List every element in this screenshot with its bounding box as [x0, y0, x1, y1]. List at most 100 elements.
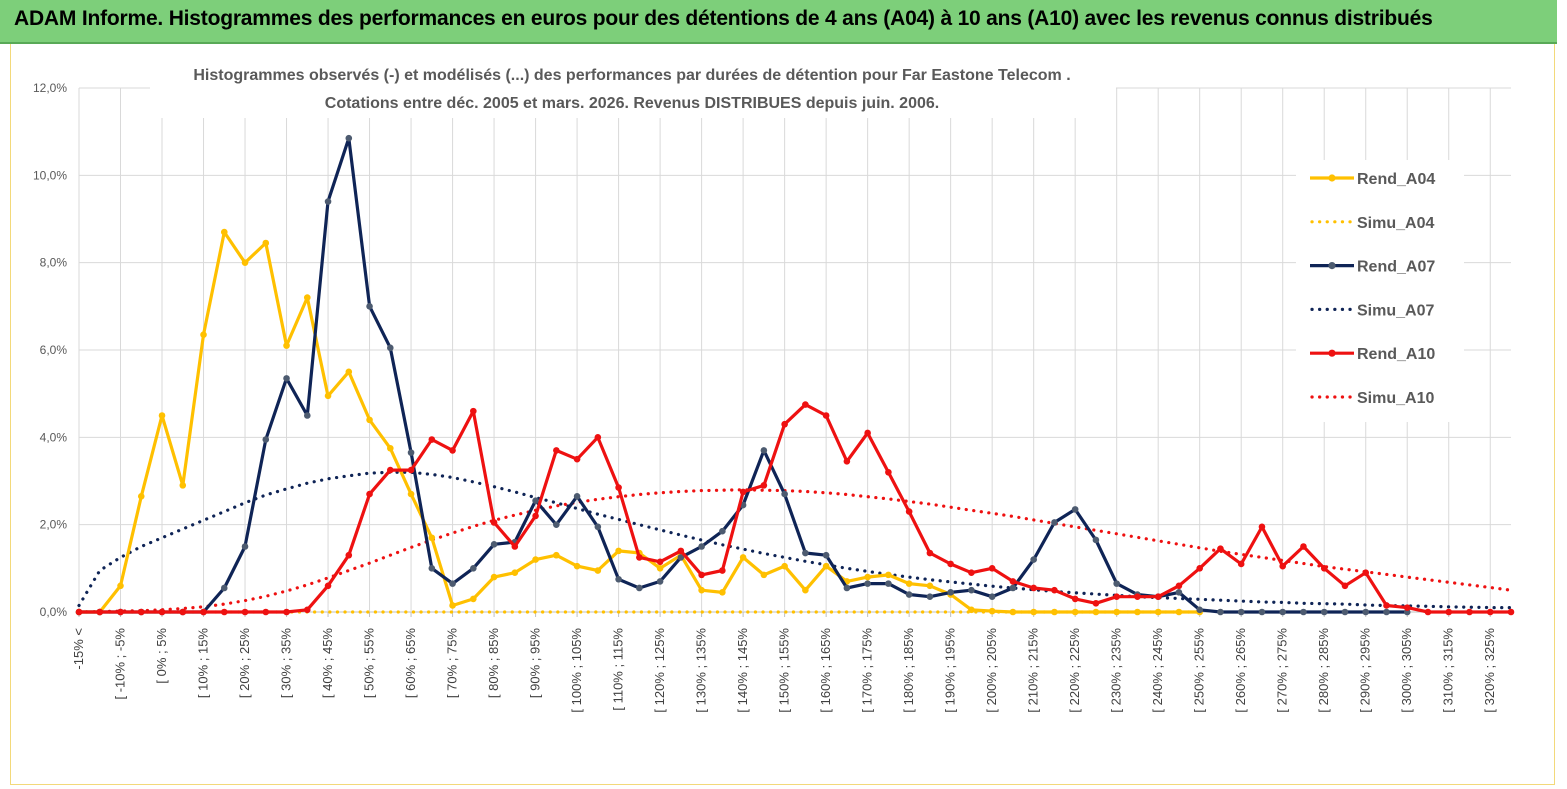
- data-point-Rend_A10: [719, 567, 726, 574]
- x-tick-label: -15% <: [71, 628, 86, 670]
- data-point-Rend_A07: [428, 565, 436, 572]
- data-point-Rend_A07: [1300, 608, 1307, 616]
- x-tick-label: [ 270% ; 275%: [1275, 628, 1290, 713]
- x-tick-label: [ 310% ; 315%: [1441, 628, 1456, 713]
- data-point-Rend_A10: [532, 512, 539, 520]
- data-point-Rend_A10: [1466, 608, 1473, 616]
- legend-item-Rend_A04: Rend_A04: [1310, 171, 1435, 188]
- x-tick-label: [ 220% ; 225%: [1067, 628, 1082, 713]
- x-tick-label: [ 200% ; 205%: [984, 628, 999, 713]
- data-point-Rend_A07: [345, 134, 353, 142]
- y-tick-label: 2,0%: [40, 518, 68, 532]
- x-tick-label: [ 240% ; 245%: [1150, 628, 1165, 713]
- y-tick-label: 8,0%: [40, 256, 68, 270]
- data-point-Rend_A07: [822, 551, 830, 559]
- data-point-Rend_A10: [1362, 569, 1370, 576]
- data-point-Rend_A04: [719, 589, 726, 596]
- data-point-Rend_A04: [988, 607, 996, 615]
- series-line-Simu_A10: [77, 488, 1513, 614]
- data-point-Rend_A04: [366, 416, 373, 424]
- data-point-Rend_A04: [158, 412, 166, 419]
- data-point-Rend_A04: [968, 606, 975, 614]
- series-Simu_A07: [77, 470, 1513, 610]
- chart-title-line2: Cotations entre déc. 2005 et mars. 2026.…: [325, 95, 939, 112]
- data-point-Rend_A10: [1486, 608, 1494, 616]
- data-point-Rend_A10: [760, 482, 768, 489]
- data-point-Rend_A07: [449, 580, 456, 587]
- data-point-Rend_A07: [1009, 584, 1017, 592]
- data-point-Rend_A07: [283, 375, 290, 382]
- x-tick-label: [ 80% ; 85%: [486, 628, 501, 699]
- data-point-Rend_A07: [698, 543, 705, 550]
- data-point-Rend_A04: [656, 565, 664, 572]
- data-point-Rend_A10: [1341, 582, 1349, 590]
- data-point-Rend_A07: [905, 591, 913, 598]
- data-point-Rend_A07: [677, 554, 685, 561]
- data-point-Rend_A10: [324, 582, 332, 590]
- data-point-Rend_A07: [760, 447, 768, 454]
- data-point-Rend_A10: [677, 547, 685, 555]
- x-tick-label: [ 30% ; 35%: [279, 628, 294, 699]
- data-point-Rend_A04: [137, 492, 145, 500]
- x-tick-label: [ 100% ; 105%: [569, 628, 584, 713]
- data-point-Rend_A10: [241, 608, 249, 616]
- data-point-Rend_A10: [283, 608, 290, 616]
- data-point-Rend_A10: [511, 543, 519, 550]
- data-point-Rend_A10: [1300, 543, 1307, 550]
- data-point-Rend_A04: [345, 368, 353, 376]
- data-point-Rend_A10: [1009, 578, 1017, 585]
- x-tick-label: [ 110% ; 115%: [611, 628, 626, 711]
- y-tick-label: 4,0%: [40, 430, 68, 444]
- report-title: ADAM Informe. Histogrammes des performan…: [14, 7, 1433, 30]
- data-point-Rend_A10: [158, 608, 166, 616]
- data-point-Rend_A10: [947, 560, 954, 568]
- data-point-Rend_A04: [387, 444, 394, 452]
- data-point-Rend_A04: [241, 259, 249, 266]
- data-point-Rend_A07: [1258, 608, 1266, 616]
- data-point-Rend_A04: [739, 554, 747, 561]
- data-point-Rend_A04: [615, 547, 622, 555]
- data-point-Rend_A10: [490, 519, 498, 526]
- data-point-Rend_A10: [698, 571, 705, 579]
- x-tick-label: [ 210% ; 215%: [1026, 628, 1041, 713]
- data-point-Rend_A04: [594, 567, 602, 574]
- data-point-Rend_A07: [802, 549, 809, 557]
- data-point-Rend_A10: [1320, 565, 1328, 572]
- x-tick-label: [ 70% ; 75%: [445, 628, 460, 699]
- data-point-Rend_A10: [781, 420, 788, 428]
- x-tick-label: [ 190% ; 195%: [943, 628, 958, 713]
- data-point-Rend_A07: [988, 593, 996, 601]
- data-point-Rend_A04: [1030, 608, 1037, 616]
- x-tick-label: [ 290% ; 295%: [1358, 628, 1373, 713]
- data-point-Rend_A04: [1154, 608, 1162, 616]
- legend-item-Simu_A10: Simu_A10: [1310, 390, 1434, 407]
- x-tick-label: [ 180% ; 185%: [901, 628, 916, 713]
- data-point-Rend_A10: [926, 549, 934, 557]
- data-point-Rend_A10: [449, 447, 456, 454]
- data-point-Rend_A10: [303, 606, 311, 614]
- x-tick-label: [ 0% ; 5%: [154, 628, 169, 684]
- data-point-Rend_A04: [449, 602, 456, 609]
- data-point-Rend_A10: [200, 608, 207, 616]
- data-point-Rend_A07: [1092, 536, 1100, 544]
- data-point-Rend_A04: [303, 294, 311, 301]
- data-point-Rend_A07: [366, 303, 373, 310]
- legend-label: Rend_A10: [1357, 346, 1435, 363]
- data-point-Rend_A07: [947, 589, 954, 596]
- series-Rend_A07: [75, 134, 1411, 616]
- data-point-Rend_A04: [470, 595, 477, 603]
- legend-label: Rend_A04: [1357, 171, 1435, 188]
- data-point-Rend_A07: [719, 527, 726, 535]
- data-point-Rend_A10: [822, 412, 830, 419]
- data-point-Rend_A10: [345, 551, 353, 559]
- data-point-Rend_A04: [760, 571, 768, 579]
- legend-label: Rend_A07: [1357, 259, 1435, 276]
- x-tick-label: [ 120% ; 125%: [652, 628, 667, 713]
- data-point-Rend_A10: [802, 401, 809, 408]
- data-point-Rend_A04: [1113, 608, 1120, 616]
- data-point-Rend_A10: [1051, 586, 1058, 594]
- data-point-Rend_A04: [117, 582, 124, 590]
- data-point-Rend_A07: [407, 449, 415, 456]
- data-point-Rend_A10: [1507, 608, 1515, 616]
- data-point-Rend_A07: [615, 575, 622, 583]
